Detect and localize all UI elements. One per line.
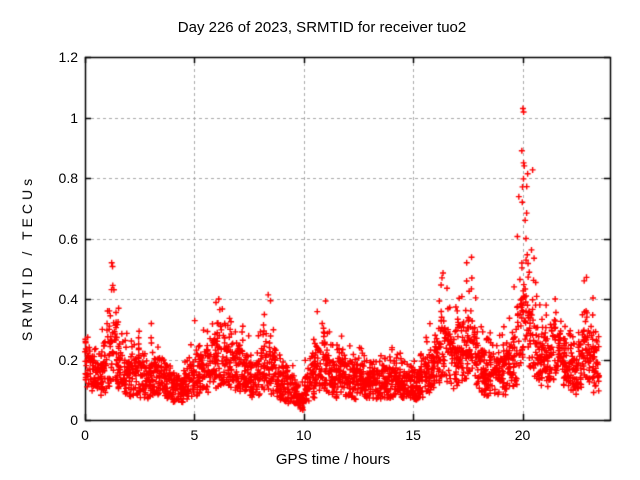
y-tick-label: 1 — [70, 109, 78, 126]
chart-title: Day 226 of 2023, SRMTID for receiver tuo… — [177, 19, 467, 36]
x-axis-label: GPS time / hours — [275, 451, 391, 468]
x-tick-label: 0 — [81, 427, 89, 443]
y-axis-label: SRMTID / TECUs — [19, 174, 35, 342]
y-tick-label: 0 — [70, 412, 78, 428]
x-tick-label: 10 — [295, 427, 312, 443]
y-tick-label: 1.2 — [58, 49, 78, 65]
y-tick-label: 0.6 — [58, 230, 78, 247]
y-tick-label: 0.8 — [58, 170, 78, 186]
x-tick-label: 15 — [405, 427, 421, 443]
x-tick-label: 20 — [514, 427, 531, 443]
y-tick-label: 0.2 — [58, 351, 78, 368]
x-tick-label: 5 — [190, 427, 199, 443]
y-tick-label: 0.4 — [58, 291, 78, 307]
